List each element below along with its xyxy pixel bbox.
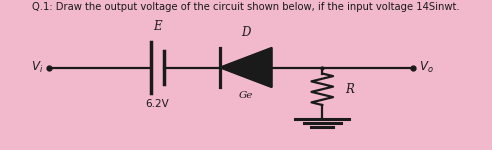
Text: D: D — [241, 26, 251, 39]
Text: $V_i$: $V_i$ — [31, 60, 43, 75]
Text: 6.2V: 6.2V — [146, 99, 169, 109]
Text: Q.1: Draw the output voltage of the circuit shown below, if the input voltage 14: Q.1: Draw the output voltage of the circ… — [32, 2, 460, 12]
Text: R: R — [345, 83, 354, 96]
Text: $V_o$: $V_o$ — [419, 60, 434, 75]
Polygon shape — [220, 48, 272, 87]
Text: E: E — [153, 20, 162, 33]
Text: Ge: Ge — [239, 92, 253, 100]
